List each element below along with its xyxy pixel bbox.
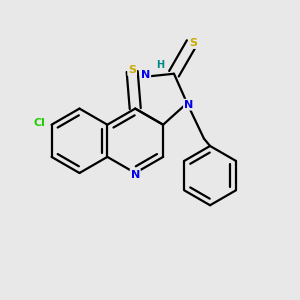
Text: S: S — [189, 38, 197, 48]
Text: N: N — [184, 100, 193, 110]
Text: Cl: Cl — [34, 118, 46, 128]
Text: S: S — [128, 65, 136, 75]
Text: N: N — [130, 169, 140, 179]
Text: N: N — [141, 70, 150, 80]
Text: H: H — [156, 60, 164, 70]
